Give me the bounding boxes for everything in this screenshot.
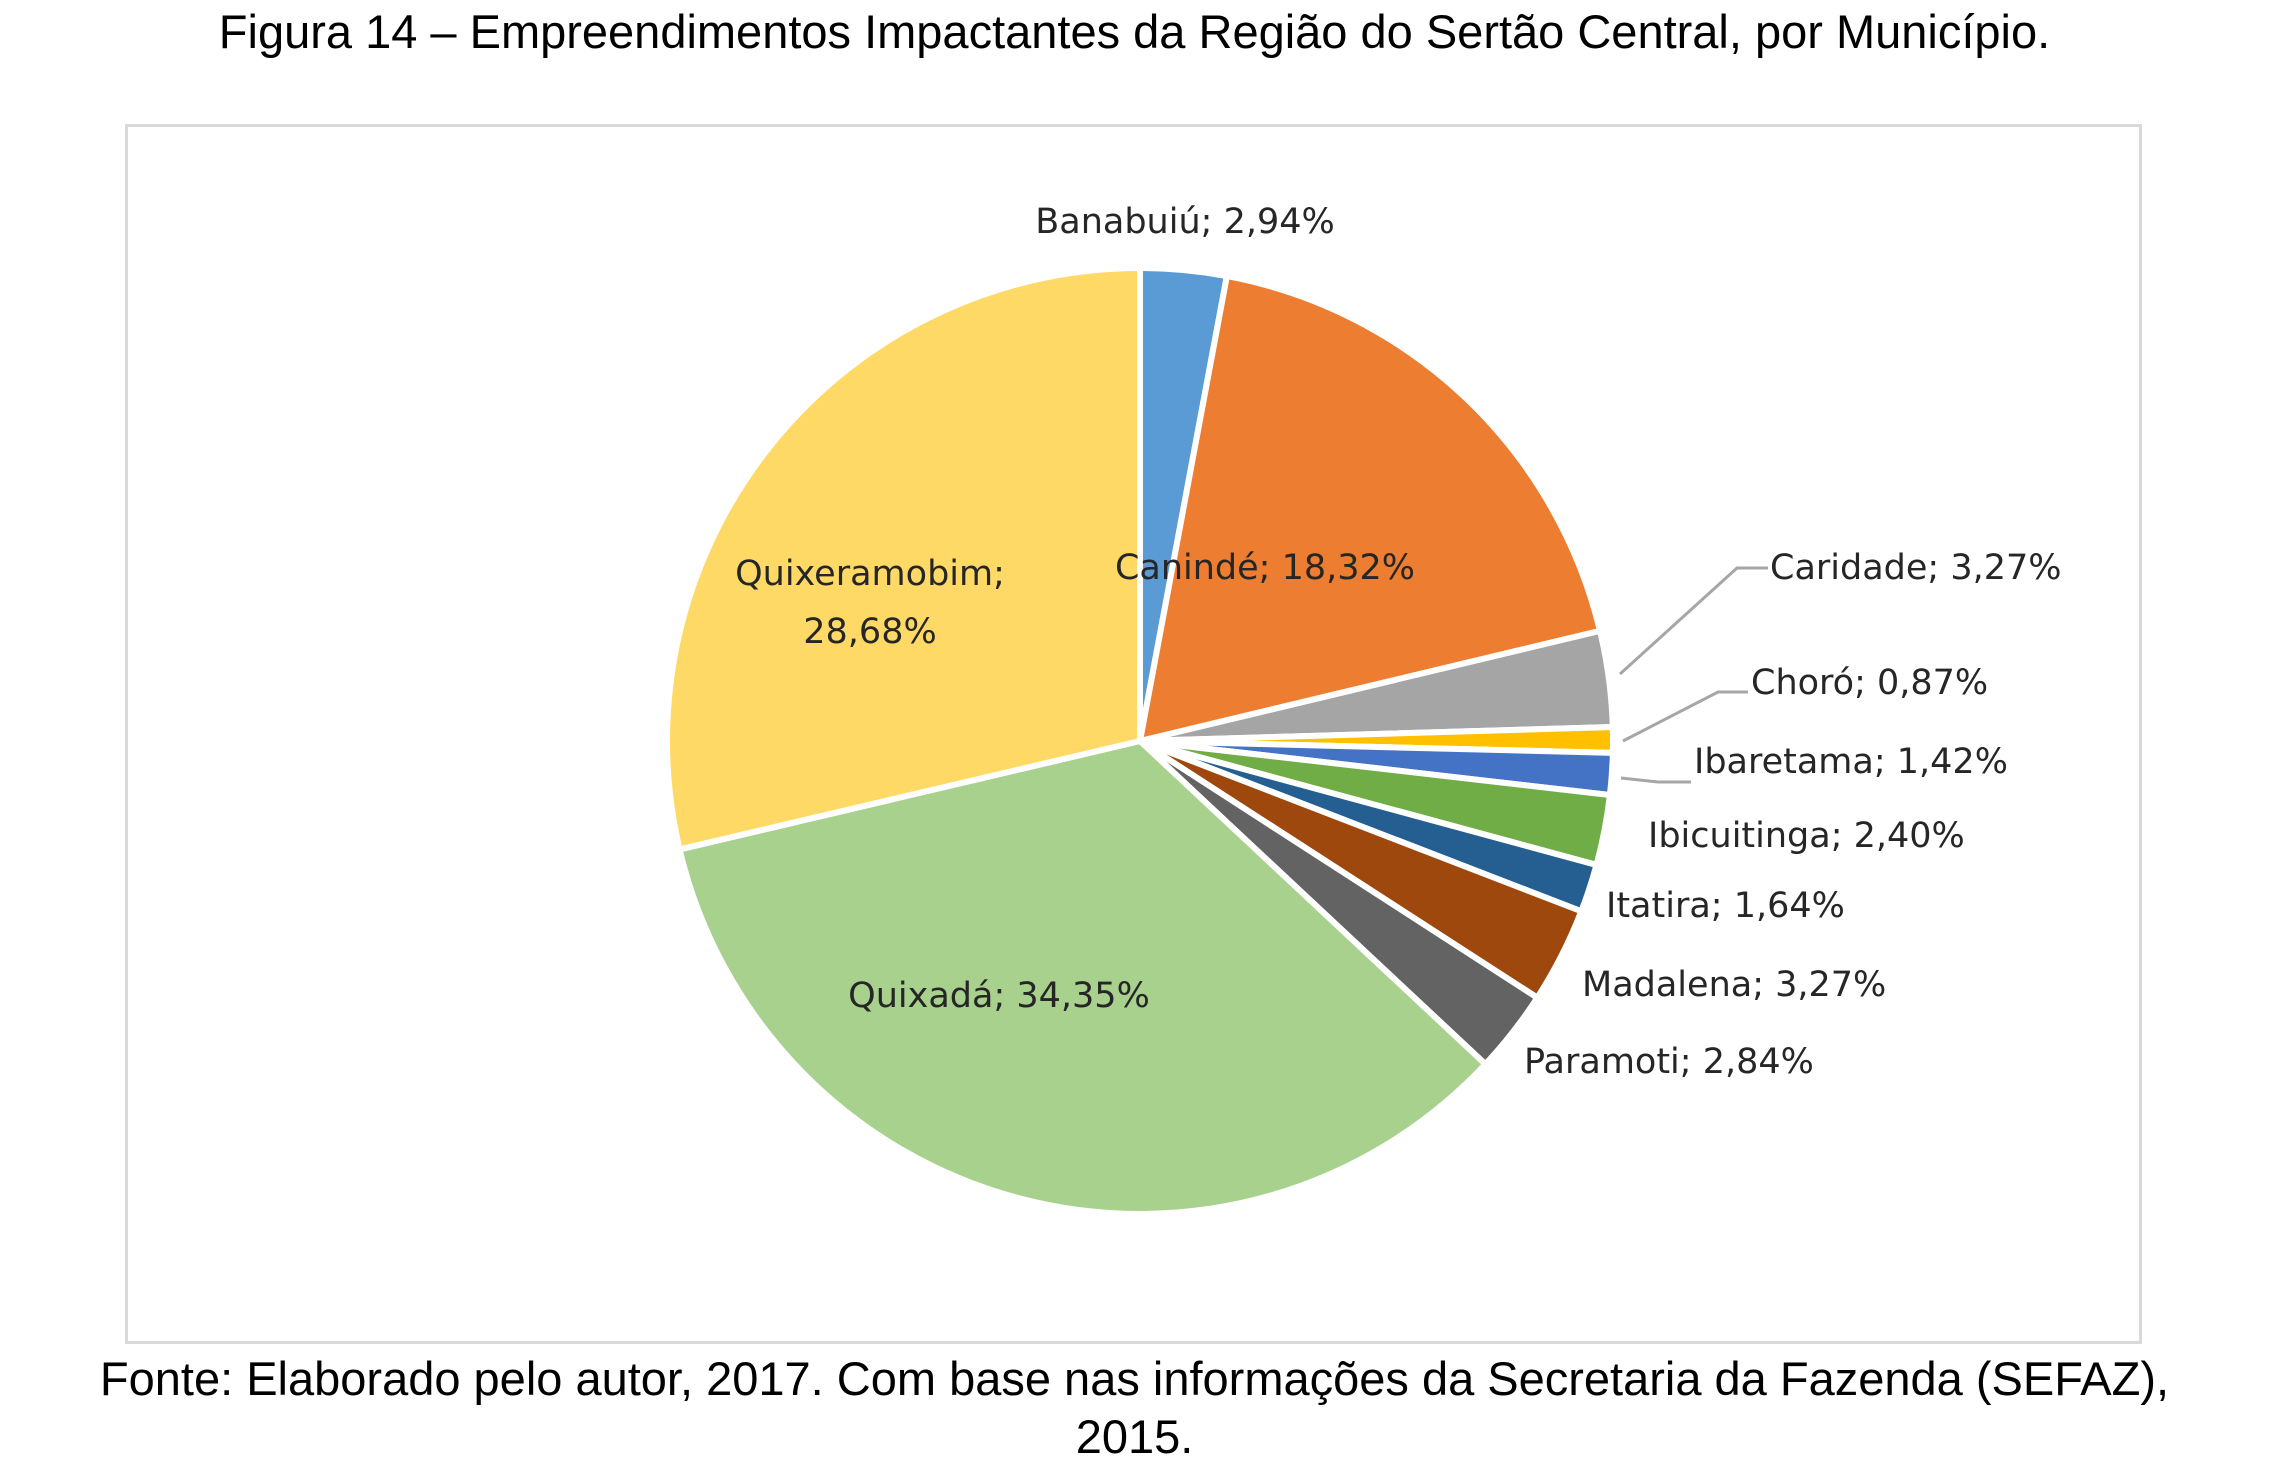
- figure-source: Fonte: Elaborado pelo autor, 2017. Com b…: [0, 1350, 2269, 1466]
- leader-line: [1622, 690, 1748, 743]
- leader-line: [1618, 566, 1768, 676]
- data-label-madalena: Madalena; 3,27%: [1582, 965, 1886, 1005]
- data-label-choro: Choró; 0,87%: [1751, 663, 1988, 703]
- figure-title: Figura 14 – Empreendimentos Impactantes …: [218, 5, 2051, 58]
- data-label-itatira: Itatira; 1,64%: [1606, 886, 1845, 926]
- data-label-ibicuitinga: Ibicuitinga; 2,40%: [1648, 816, 1965, 856]
- chart-area: Banabuiú; 2,94% Canindé; 18,32% Caridade; …: [125, 124, 2142, 1344]
- source-line-2: 2015.: [1075, 1410, 1194, 1463]
- pie-chart: Banabuiú; 2,94% Canindé; 18,32% Caridade; …: [664, 202, 2062, 1217]
- pie-slice-quixada: [676, 738, 1489, 1217]
- pie-slice-caninde: [1137, 273, 1603, 744]
- data-label-caridade: Caridade; 3,27%: [1770, 548, 2062, 588]
- data-label-caninde: Canindé; 18,32%: [1115, 548, 1415, 588]
- source-line-1: Fonte: Elaborado pelo autor, 2017. Com b…: [99, 1352, 2170, 1405]
- data-label-ibaretama: Ibaretama; 1,42%: [1694, 742, 2008, 782]
- data-label-banabuiu: Banabuiú; 2,94%: [1035, 202, 1335, 242]
- pie-slice-quixeramobim: [664, 265, 1143, 853]
- leader-line: [1620, 776, 1691, 784]
- data-label-quixada: Quixadá; 34,35%: [848, 976, 1150, 1016]
- data-label-paramoti: Paramoti; 2,84%: [1524, 1042, 1814, 1082]
- data-label-quixeramobim: Quixeramobim; 28,68%: [735, 554, 1005, 652]
